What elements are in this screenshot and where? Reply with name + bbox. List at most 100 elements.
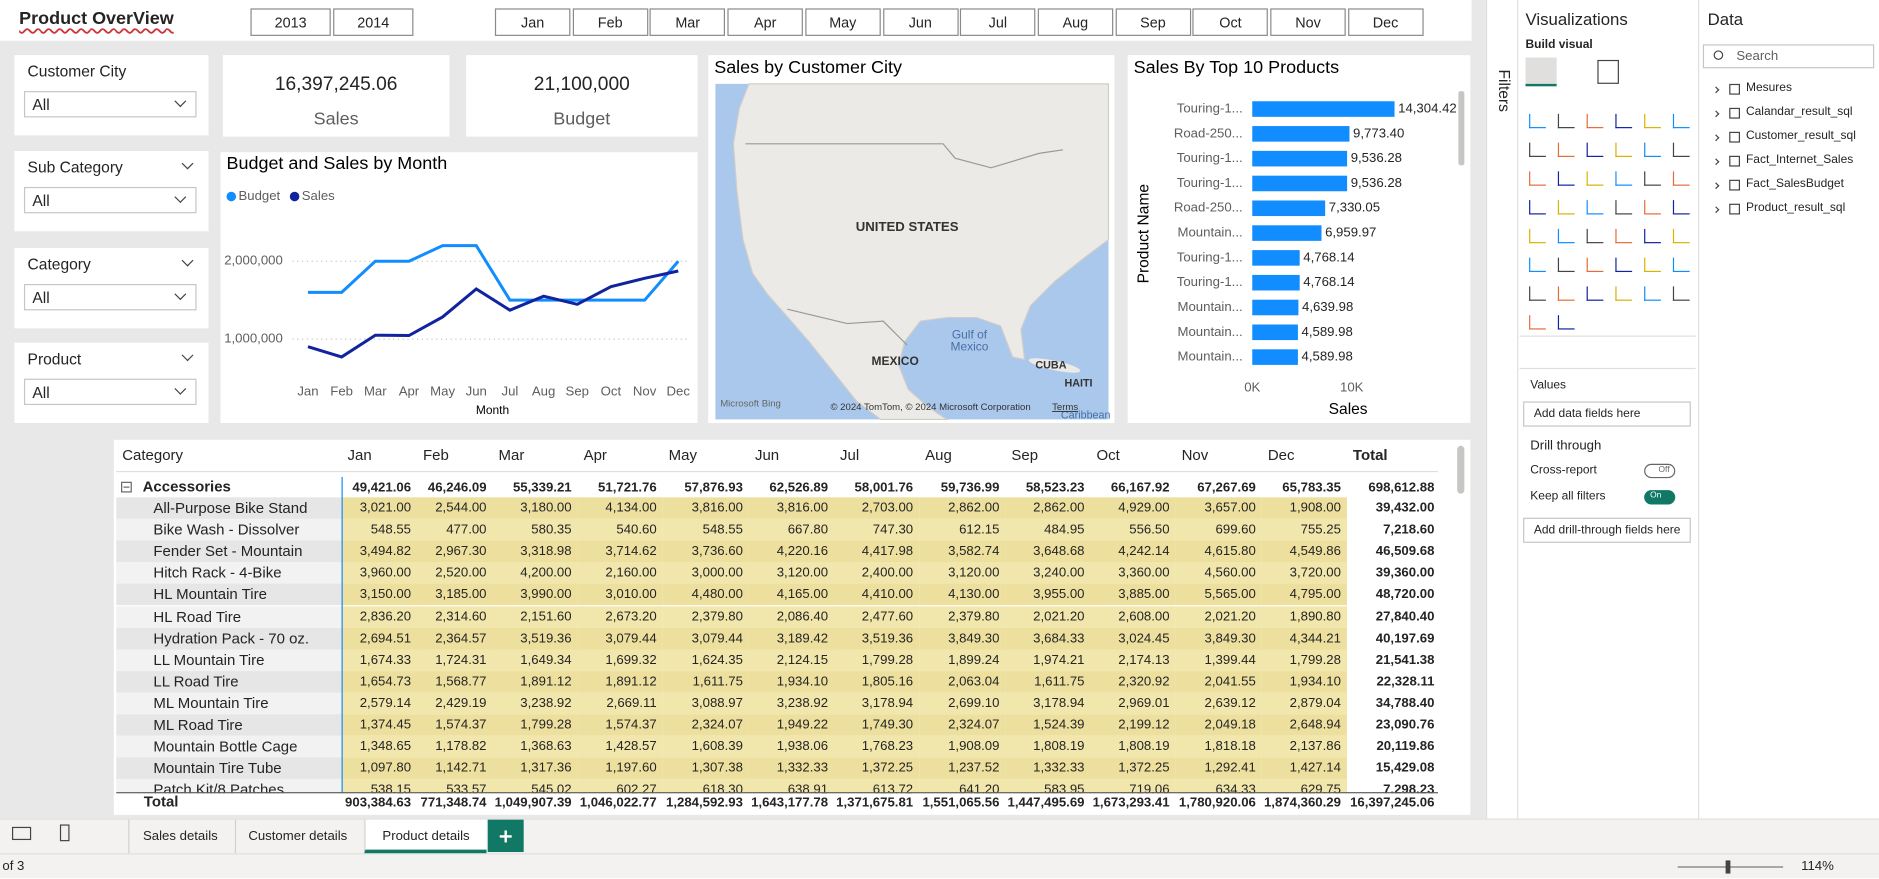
month-button[interactable]: Aug — [1037, 8, 1114, 36]
visual-type-icon[interactable] — [1644, 200, 1661, 215]
visual-type-icon[interactable] — [1615, 171, 1633, 186]
visual-type-icon[interactable] — [1557, 200, 1575, 215]
cell: 1,097.80 — [359, 761, 412, 776]
visual-type-icon[interactable] — [1672, 171, 1690, 186]
chart-title: Budget and Sales by Month — [226, 153, 447, 173]
visual-type-icon[interactable] — [1529, 142, 1546, 157]
desktop-view-icon[interactable] — [11, 826, 32, 841]
visual-type-icon[interactable] — [1529, 113, 1546, 129]
cell: 1,428.57 — [605, 739, 657, 754]
mobile-view-icon[interactable] — [59, 824, 70, 842]
month-button[interactable]: Nov — [1270, 8, 1346, 36]
visual-type-icon[interactable] — [1586, 200, 1604, 215]
visual-type-icon[interactable] — [1644, 228, 1661, 244]
visual-type-icon[interactable] — [1586, 286, 1604, 301]
visual-type-icon[interactable] — [1529, 171, 1546, 186]
month-button[interactable]: Mar — [649, 8, 726, 36]
cell-bg — [341, 692, 418, 715]
slicer-dropdown[interactable]: All — [23, 186, 197, 214]
month-button[interactable]: Apr — [727, 8, 804, 36]
month-button[interactable]: Jan — [494, 8, 571, 36]
row-label: ML Road Tire — [153, 716, 243, 734]
page-tab[interactable]: Product details — [364, 819, 487, 854]
visual-type-icon[interactable] — [1644, 171, 1661, 186]
slicer-dropdown[interactable]: All — [23, 378, 197, 406]
page-tab[interactable]: Sales details — [128, 819, 231, 854]
visual-type-icon[interactable] — [1586, 171, 1604, 186]
visual-type-icon[interactable] — [1557, 228, 1575, 244]
line-series — [307, 244, 680, 302]
visual-type-icon[interactable] — [1557, 113, 1575, 129]
slicer-label: Customer City — [27, 62, 127, 81]
search-box[interactable]: Search — [1702, 44, 1875, 69]
bar — [1252, 200, 1326, 217]
visual-type-icon[interactable] — [1586, 142, 1604, 157]
visual-type-icon[interactable] — [1615, 113, 1633, 129]
visual-type-icon[interactable] — [1672, 200, 1690, 215]
cell: 1,568.77 — [435, 674, 487, 689]
visual-type-icon[interactable] — [1644, 113, 1661, 129]
cell: 3,519.36 — [520, 631, 572, 646]
cell: 3,021.00 — [359, 500, 412, 516]
visual-type-icon[interactable] — [1586, 113, 1604, 129]
cell-bg — [577, 779, 663, 794]
expand-toggle[interactable] — [121, 481, 132, 493]
drop-zone[interactable]: Add drill-through fields here — [1523, 517, 1691, 543]
visual-type-icon[interactable] — [1672, 286, 1690, 301]
month-button[interactable]: Jul — [960, 8, 1036, 36]
table-name[interactable]: Customer_result_sql — [1745, 129, 1856, 143]
visual-type-icon[interactable] — [1644, 257, 1661, 273]
visual-type-icon[interactable] — [1557, 257, 1575, 273]
visual-type-icon[interactable] — [1557, 171, 1575, 186]
month-button[interactable]: May — [805, 8, 881, 36]
table-name[interactable]: Product_result_sql — [1745, 201, 1846, 215]
table-name[interactable]: Fact_SalesBudget — [1745, 177, 1844, 191]
month-button[interactable]: Jun — [882, 8, 959, 36]
zoom-thumb[interactable] — [1725, 860, 1731, 874]
visual-type-icon[interactable] — [1672, 113, 1690, 129]
visual-type-icon[interactable] — [1557, 315, 1575, 330]
table-name[interactable]: Calandar_result_sql — [1745, 105, 1853, 119]
cell-bg — [341, 627, 418, 650]
cell: 23,090.76 — [1375, 717, 1435, 733]
visual-type-icon[interactable] — [1615, 257, 1633, 273]
filters-label[interactable]: Filters — [1495, 69, 1514, 112]
month-button[interactable]: Feb — [572, 8, 648, 36]
visual-type-icon[interactable] — [1557, 286, 1575, 301]
slicer-dropdown[interactable]: All — [23, 91, 197, 118]
format-visual-icon[interactable] — [1597, 59, 1619, 84]
visual-type-icon[interactable] — [1644, 142, 1661, 157]
table-name[interactable]: Fact_Internet_Sales — [1745, 153, 1854, 167]
slicer-dropdown[interactable]: All — [23, 284, 197, 311]
visual-type-icon[interactable] — [1672, 257, 1690, 273]
visual-type-icon[interactable] — [1615, 286, 1633, 301]
month-button[interactable]: Sep — [1115, 8, 1191, 36]
visual-type-icon[interactable] — [1615, 200, 1633, 215]
cell: 2,160.00 — [605, 565, 657, 581]
visual-type-icon[interactable] — [1586, 228, 1604, 244]
visual-type-icon[interactable] — [1529, 228, 1546, 244]
month-button[interactable]: Dec — [1347, 8, 1424, 36]
visual-type-icon[interactable] — [1586, 257, 1604, 273]
visual-type-icon[interactable] — [1615, 142, 1633, 157]
year-button[interactable]: 2014 — [333, 8, 414, 36]
visual-type-icon[interactable] — [1615, 228, 1633, 244]
year-button[interactable]: 2013 — [250, 8, 331, 36]
visual-type-icon[interactable] — [1529, 200, 1546, 215]
visual-type-icon[interactable] — [1529, 257, 1546, 273]
visual-type-icon[interactable] — [1672, 142, 1690, 157]
visual-type-icon[interactable] — [1557, 142, 1575, 157]
visual-type-icon[interactable] — [1644, 286, 1661, 301]
page-tab[interactable]: Customer details — [234, 819, 360, 854]
drop-zone[interactable]: Add data fields here — [1523, 401, 1691, 427]
toggle-on[interactable]: On — [1644, 490, 1676, 505]
visual-type-icon[interactable] — [1529, 286, 1546, 301]
cell: 1,899.24 — [948, 652, 1000, 668]
build-visual-icon[interactable] — [1525, 57, 1557, 87]
month-button[interactable]: Oct — [1192, 8, 1269, 36]
toggle-off[interactable]: Off — [1644, 463, 1676, 479]
visual-type-icon[interactable] — [1529, 315, 1546, 330]
visual-type-icon[interactable] — [1672, 228, 1690, 244]
table-name[interactable]: Mesures — [1745, 81, 1792, 95]
